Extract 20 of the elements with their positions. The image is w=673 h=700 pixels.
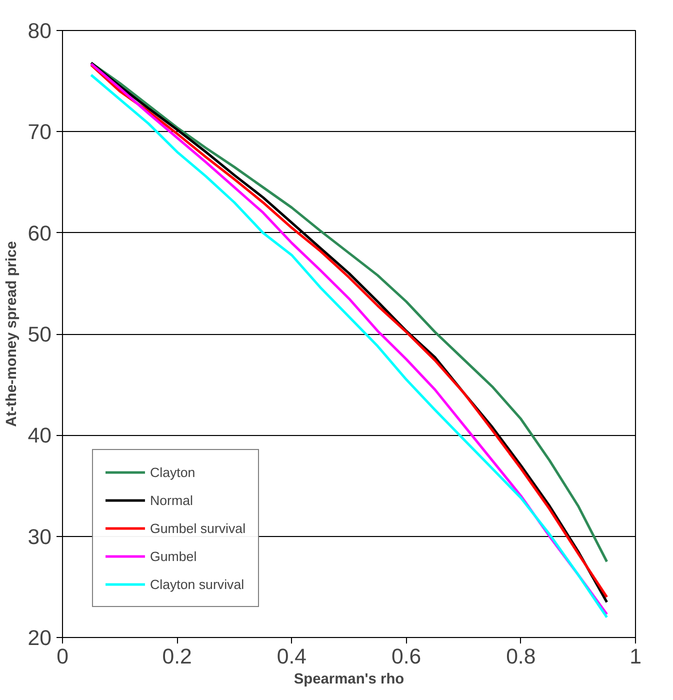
x-axis-title: Spearman's rho xyxy=(294,672,404,688)
y-tick-label: 70 xyxy=(28,120,52,144)
y-axis-title: At-the-money spread price xyxy=(4,241,20,427)
legend-label: Clayton survival xyxy=(150,576,244,592)
y-tick-label: 20 xyxy=(28,626,52,650)
legend-label: Gumbel survival xyxy=(150,520,246,536)
legend-label: Normal xyxy=(150,492,193,508)
x-tick-label: 0.6 xyxy=(391,644,422,668)
x-tick-label: 1 xyxy=(630,644,642,668)
y-tick-label: 30 xyxy=(28,524,52,549)
y-tick-label: 60 xyxy=(28,221,52,246)
y-tick-label: 80 xyxy=(28,19,52,43)
x-tick-label: 0.8 xyxy=(506,644,536,668)
x-tick-label: 0.4 xyxy=(276,644,307,668)
x-tick-label: 0.2 xyxy=(162,644,192,668)
y-tick-label: 50 xyxy=(28,322,52,346)
y-tick-label: 40 xyxy=(28,424,52,448)
x-tick-label: 0 xyxy=(56,644,69,668)
legend-label: Clayton xyxy=(150,464,196,480)
legend-label: Gumbel xyxy=(150,548,197,564)
